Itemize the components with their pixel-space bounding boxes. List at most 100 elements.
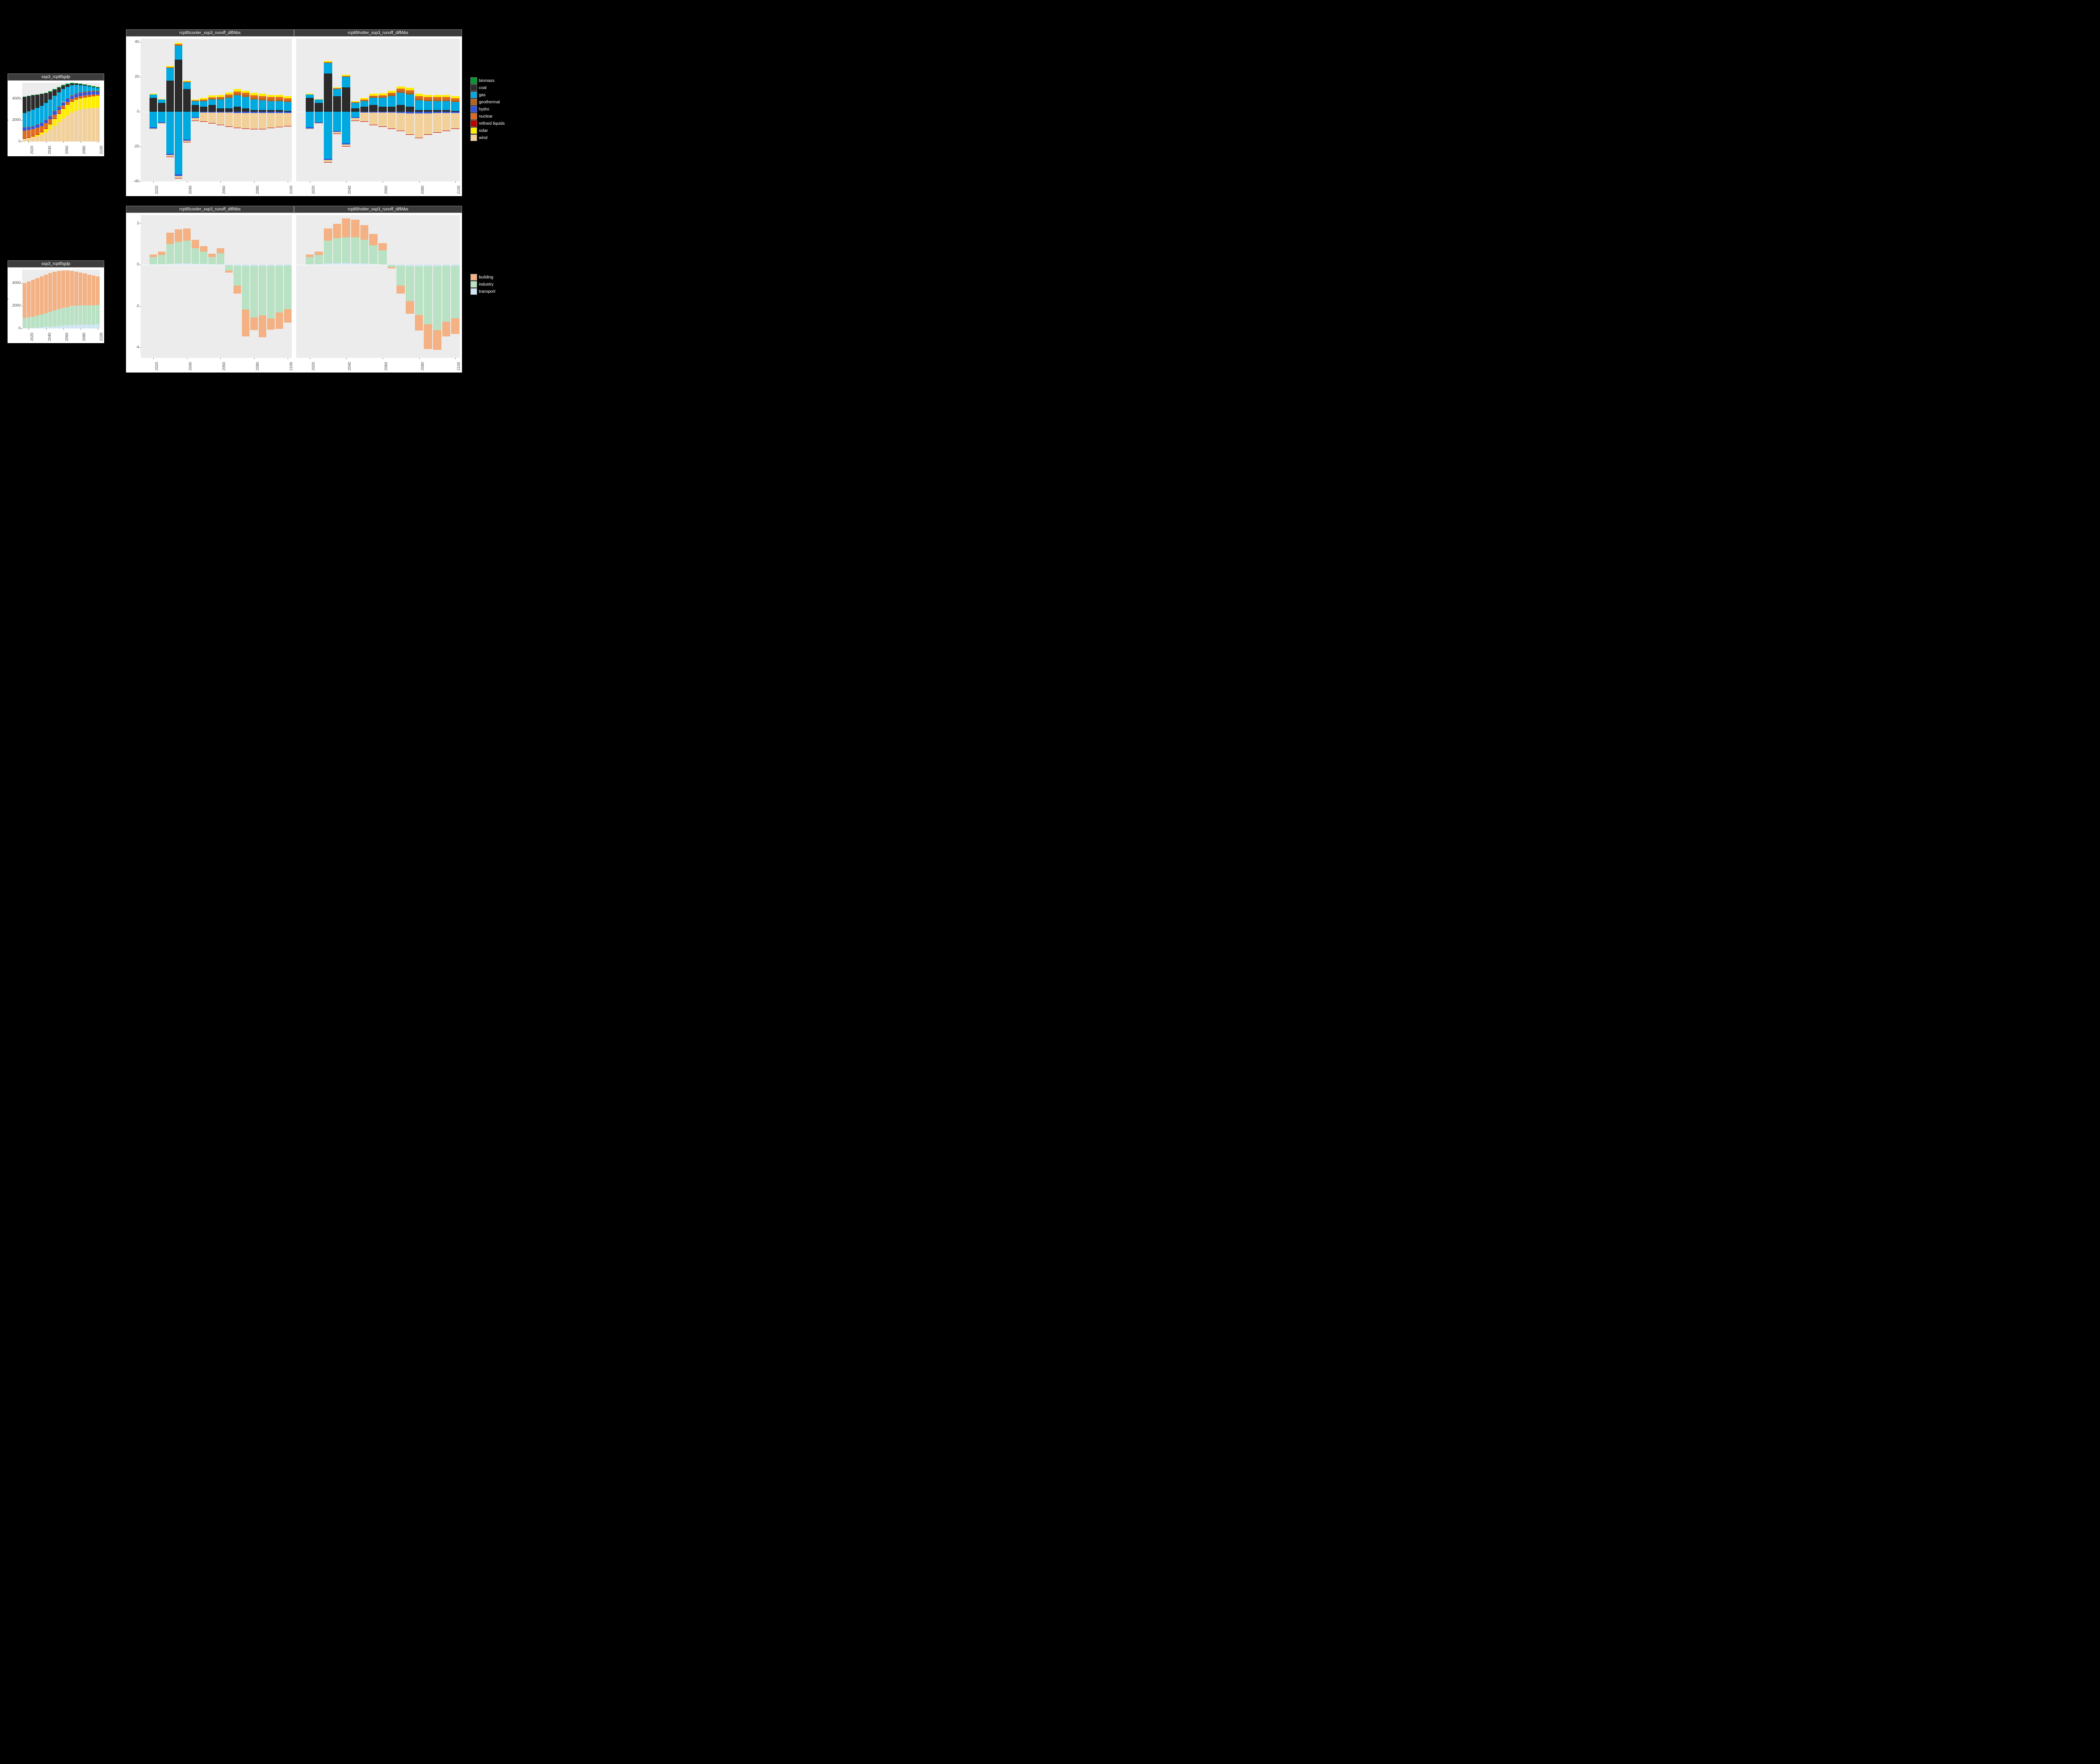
bar-segment	[333, 88, 341, 89]
bar-segment	[52, 272, 56, 311]
bar-segment	[66, 325, 69, 328]
bar-segment	[217, 98, 224, 100]
bar-segment	[378, 95, 387, 97]
bar-segment	[267, 101, 275, 110]
bar-segment	[442, 266, 451, 322]
y-tick-label: -2	[127, 304, 139, 308]
bar-segment	[284, 265, 291, 309]
bar-segment	[306, 94, 314, 98]
bar-segment	[74, 306, 78, 325]
bar-segment	[175, 229, 182, 242]
bar-segment	[267, 100, 275, 102]
y-axis-label: elecByTechTWh	[3, 99, 8, 132]
facet-strip: ssp3_rcp85gdp	[8, 260, 104, 268]
bar-segment	[74, 94, 78, 97]
x-tick-label: 2020	[311, 362, 315, 370]
bar-segment	[192, 100, 199, 101]
bar-segment	[74, 111, 78, 142]
bar-segment	[324, 263, 332, 265]
bar-segment	[96, 96, 100, 108]
bar-segment	[276, 266, 283, 312]
bar-segment	[250, 100, 258, 110]
bar-segment	[315, 103, 323, 112]
bar-segment	[150, 94, 157, 98]
bar-segment	[259, 99, 266, 101]
bar-segment	[396, 113, 405, 130]
bar-segment	[79, 325, 82, 328]
bar-segment	[351, 263, 360, 265]
bar-segment	[27, 127, 31, 130]
bar-segment	[48, 327, 52, 328]
bar-segment	[79, 273, 82, 306]
bar-segment	[342, 87, 350, 112]
bar-segment	[57, 110, 61, 113]
x-tick-label: 2040	[47, 333, 52, 341]
bar-segment	[415, 94, 423, 96]
bar-segment	[415, 96, 423, 99]
bar-segment	[150, 255, 157, 257]
bar-segment	[442, 100, 451, 102]
legend-swatch	[470, 84, 477, 91]
x-tick-label: 2040	[347, 186, 352, 194]
bar-segment	[451, 98, 459, 100]
bar-segment	[83, 305, 87, 325]
bar-segment	[324, 241, 332, 263]
bar-segment	[284, 98, 291, 100]
bar-segment	[175, 242, 182, 264]
bar-segment	[284, 102, 291, 111]
bar-segment	[351, 237, 360, 263]
facet-strip: rcp85cooler_ssp3_runoff_diffAbs	[126, 29, 294, 37]
bar-segment	[66, 99, 69, 102]
bar-segment	[369, 96, 378, 97]
legend-swatch	[470, 106, 477, 113]
bar-segment	[35, 128, 39, 134]
bar-segment	[396, 87, 405, 89]
bar-segment	[61, 105, 65, 108]
bar-segment	[166, 67, 174, 68]
bar-segment	[57, 113, 61, 122]
bar-segment	[406, 134, 414, 135]
bar-segment	[225, 113, 233, 126]
bar-segment	[250, 318, 258, 330]
strip-title: ssp3_rcp85gdp	[8, 74, 104, 81]
bar-segment	[44, 313, 48, 327]
bar-segment	[250, 93, 258, 95]
x-tick-label: 2040	[47, 146, 52, 154]
bar-segment	[66, 84, 69, 87]
bar-segment	[424, 101, 432, 110]
bar-segment	[433, 95, 441, 97]
bar-segment	[388, 267, 396, 268]
bar-segment	[433, 132, 441, 133]
bar-segment	[388, 91, 396, 93]
bar-segment	[451, 113, 459, 129]
bar-segment	[333, 263, 341, 265]
bar-segment	[424, 324, 432, 349]
bar-segment	[166, 233, 174, 244]
bar-segment	[27, 317, 31, 328]
bar-segment	[396, 89, 405, 91]
bar-segment	[96, 92, 100, 95]
bar-segment	[35, 134, 39, 135]
bar-segment	[225, 98, 233, 108]
bar-segment	[351, 112, 360, 117]
bar-segment	[259, 113, 266, 129]
bar-segment	[183, 241, 191, 263]
bar-segment	[27, 111, 31, 127]
bar-segment	[175, 43, 182, 45]
bar-segment	[360, 98, 369, 100]
bar-segment	[378, 93, 387, 95]
bar-segment	[44, 123, 48, 129]
bar-segment	[208, 254, 216, 257]
bar-segment	[70, 113, 74, 142]
bar-segment	[225, 270, 233, 273]
bar-segment	[35, 136, 39, 142]
bar-segment	[315, 112, 323, 122]
bar-segment	[48, 273, 52, 312]
bar-segment	[57, 309, 61, 326]
bar-segment	[433, 101, 441, 110]
bar-segment	[306, 257, 314, 264]
bar-segment	[315, 264, 323, 265]
bar-segment	[79, 92, 82, 93]
bar-segment	[23, 97, 26, 113]
bar-segment	[35, 124, 39, 125]
